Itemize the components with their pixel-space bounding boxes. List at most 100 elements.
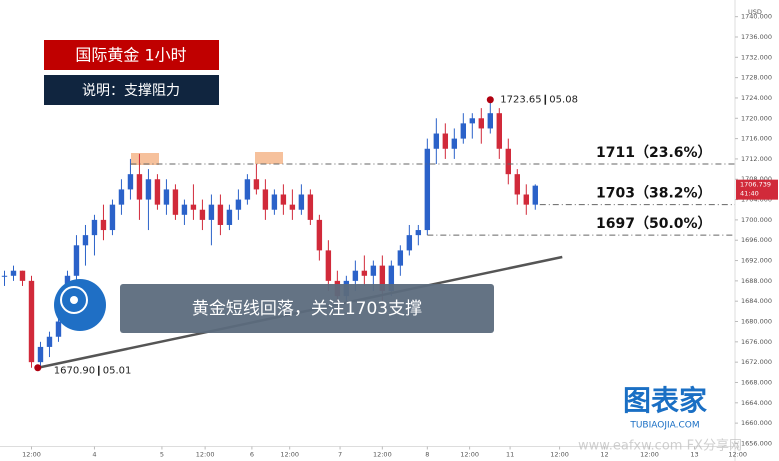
y-tick-label: 1708.000 bbox=[741, 175, 772, 183]
y-tick-label: 1684.000 bbox=[741, 297, 772, 305]
candle-body bbox=[469, 118, 476, 124]
candle-body bbox=[289, 204, 296, 210]
candle-body bbox=[199, 209, 206, 220]
candle-body bbox=[262, 189, 269, 210]
currency: USD bbox=[748, 8, 762, 16]
x-tick-label: 6 bbox=[250, 451, 254, 459]
y-tick-label: 1712.000 bbox=[741, 155, 772, 163]
candle-body bbox=[307, 194, 314, 220]
y-tick-label: 1692.000 bbox=[741, 257, 772, 265]
caption-box bbox=[120, 284, 494, 333]
logo-sub: TUBIAOJIA.COM bbox=[629, 421, 699, 431]
candle-body bbox=[46, 336, 53, 347]
candle-body bbox=[136, 174, 143, 200]
x-tick-label: 12:00 bbox=[460, 451, 479, 459]
y-tick-label: 1700.000 bbox=[741, 216, 772, 224]
candle-body bbox=[82, 235, 89, 246]
candle-body bbox=[73, 245, 80, 276]
x-tick-label: 8 bbox=[425, 451, 429, 459]
candle-body bbox=[352, 270, 359, 281]
level-label: 1703（38.2%） bbox=[596, 186, 712, 202]
candle-body bbox=[19, 270, 26, 281]
candle-body bbox=[397, 250, 404, 266]
x-tick-label: 13 bbox=[690, 451, 698, 459]
x-tick-label: 12:00 bbox=[728, 451, 747, 459]
candle-body bbox=[298, 194, 305, 210]
candle-body bbox=[163, 189, 170, 205]
candle-body bbox=[460, 123, 467, 139]
y-tick-label: 1728.000 bbox=[741, 74, 772, 82]
x-tick-label: 7 bbox=[338, 451, 342, 459]
candle-body bbox=[505, 148, 511, 175]
candle-body bbox=[514, 174, 520, 195]
candle-body bbox=[181, 204, 188, 215]
y-tick-label: 1732.000 bbox=[741, 53, 772, 61]
candle-body bbox=[217, 204, 224, 225]
chart-subtitle: 说明：支撑阻力 bbox=[82, 83, 180, 99]
x-tick-label: 12:00 bbox=[373, 451, 392, 459]
y-tick-label: 1736.000 bbox=[741, 33, 772, 41]
y-tick-label: 1664.000 bbox=[741, 399, 772, 407]
head-icon bbox=[54, 279, 106, 331]
candle-body bbox=[154, 179, 161, 205]
x-tick-label: 12:00 bbox=[196, 451, 215, 459]
price-tag-label: 1706.739 bbox=[740, 181, 771, 189]
icon bbox=[70, 296, 78, 304]
y-tick-label: 1724.000 bbox=[741, 94, 772, 102]
y-tick-label: 1676.000 bbox=[741, 338, 772, 346]
y-tick-label: 1740.000 bbox=[741, 13, 772, 21]
level-label: 1711（23.6%） bbox=[596, 145, 712, 161]
extreme-point bbox=[486, 96, 494, 104]
title-box bbox=[44, 40, 219, 70]
candle-body bbox=[442, 133, 449, 149]
chart-title: 国际黄金 1小时 bbox=[75, 46, 186, 65]
candle-body bbox=[28, 280, 35, 363]
candle-body bbox=[532, 185, 538, 205]
highlight bbox=[131, 153, 159, 165]
candle-body bbox=[127, 174, 134, 190]
candle-body bbox=[91, 219, 98, 236]
candle-body bbox=[253, 179, 260, 190]
x-tick-label: 12:00 bbox=[640, 451, 659, 459]
candle-body bbox=[496, 113, 502, 149]
candle-body bbox=[145, 179, 152, 200]
candle-body bbox=[478, 118, 485, 129]
candle-body bbox=[10, 270, 17, 276]
y-tick-label: 1668.000 bbox=[741, 378, 772, 386]
x-tick-label: 12:00 bbox=[550, 451, 569, 459]
candle-body bbox=[226, 209, 233, 225]
subtitle-box bbox=[44, 75, 219, 105]
x-tick-label: 5 bbox=[160, 451, 164, 459]
candle-body bbox=[325, 250, 332, 281]
y-tick-label: 1720.000 bbox=[741, 114, 772, 122]
candle-body bbox=[415, 230, 422, 236]
candle-body bbox=[37, 346, 44, 363]
y-tick-label: 1688.000 bbox=[741, 277, 772, 285]
y-tick-label: 1672.000 bbox=[741, 358, 772, 366]
candle-body bbox=[316, 219, 323, 251]
candle-body bbox=[172, 189, 179, 215]
candle-body bbox=[1, 275, 8, 277]
candle-body bbox=[244, 179, 251, 200]
candle-body bbox=[388, 265, 395, 292]
extreme-date: 05.08 bbox=[549, 95, 578, 106]
candle-body bbox=[451, 138, 458, 149]
x-tick-label: 11 bbox=[506, 451, 514, 459]
icon bbox=[54, 279, 106, 331]
extreme-label: 1723.65 bbox=[500, 95, 541, 106]
candle-body bbox=[280, 194, 287, 205]
candle-body bbox=[361, 270, 368, 276]
candle-body bbox=[100, 219, 107, 231]
y-tick-label: 1660.000 bbox=[741, 419, 772, 427]
x-tick-label: 4 bbox=[92, 451, 96, 459]
x-tick-label: 12:00 bbox=[22, 451, 41, 459]
logo: 图表家 bbox=[623, 384, 707, 417]
candle-body bbox=[370, 265, 377, 276]
candle-body bbox=[523, 194, 529, 205]
countdown: 41:40 bbox=[740, 190, 759, 198]
y-tick-label: 1656.000 bbox=[741, 439, 772, 447]
highlight bbox=[255, 152, 283, 164]
x-tick-label: 12:00 bbox=[280, 451, 299, 459]
level-label: 1697（50.0%） bbox=[596, 216, 712, 232]
